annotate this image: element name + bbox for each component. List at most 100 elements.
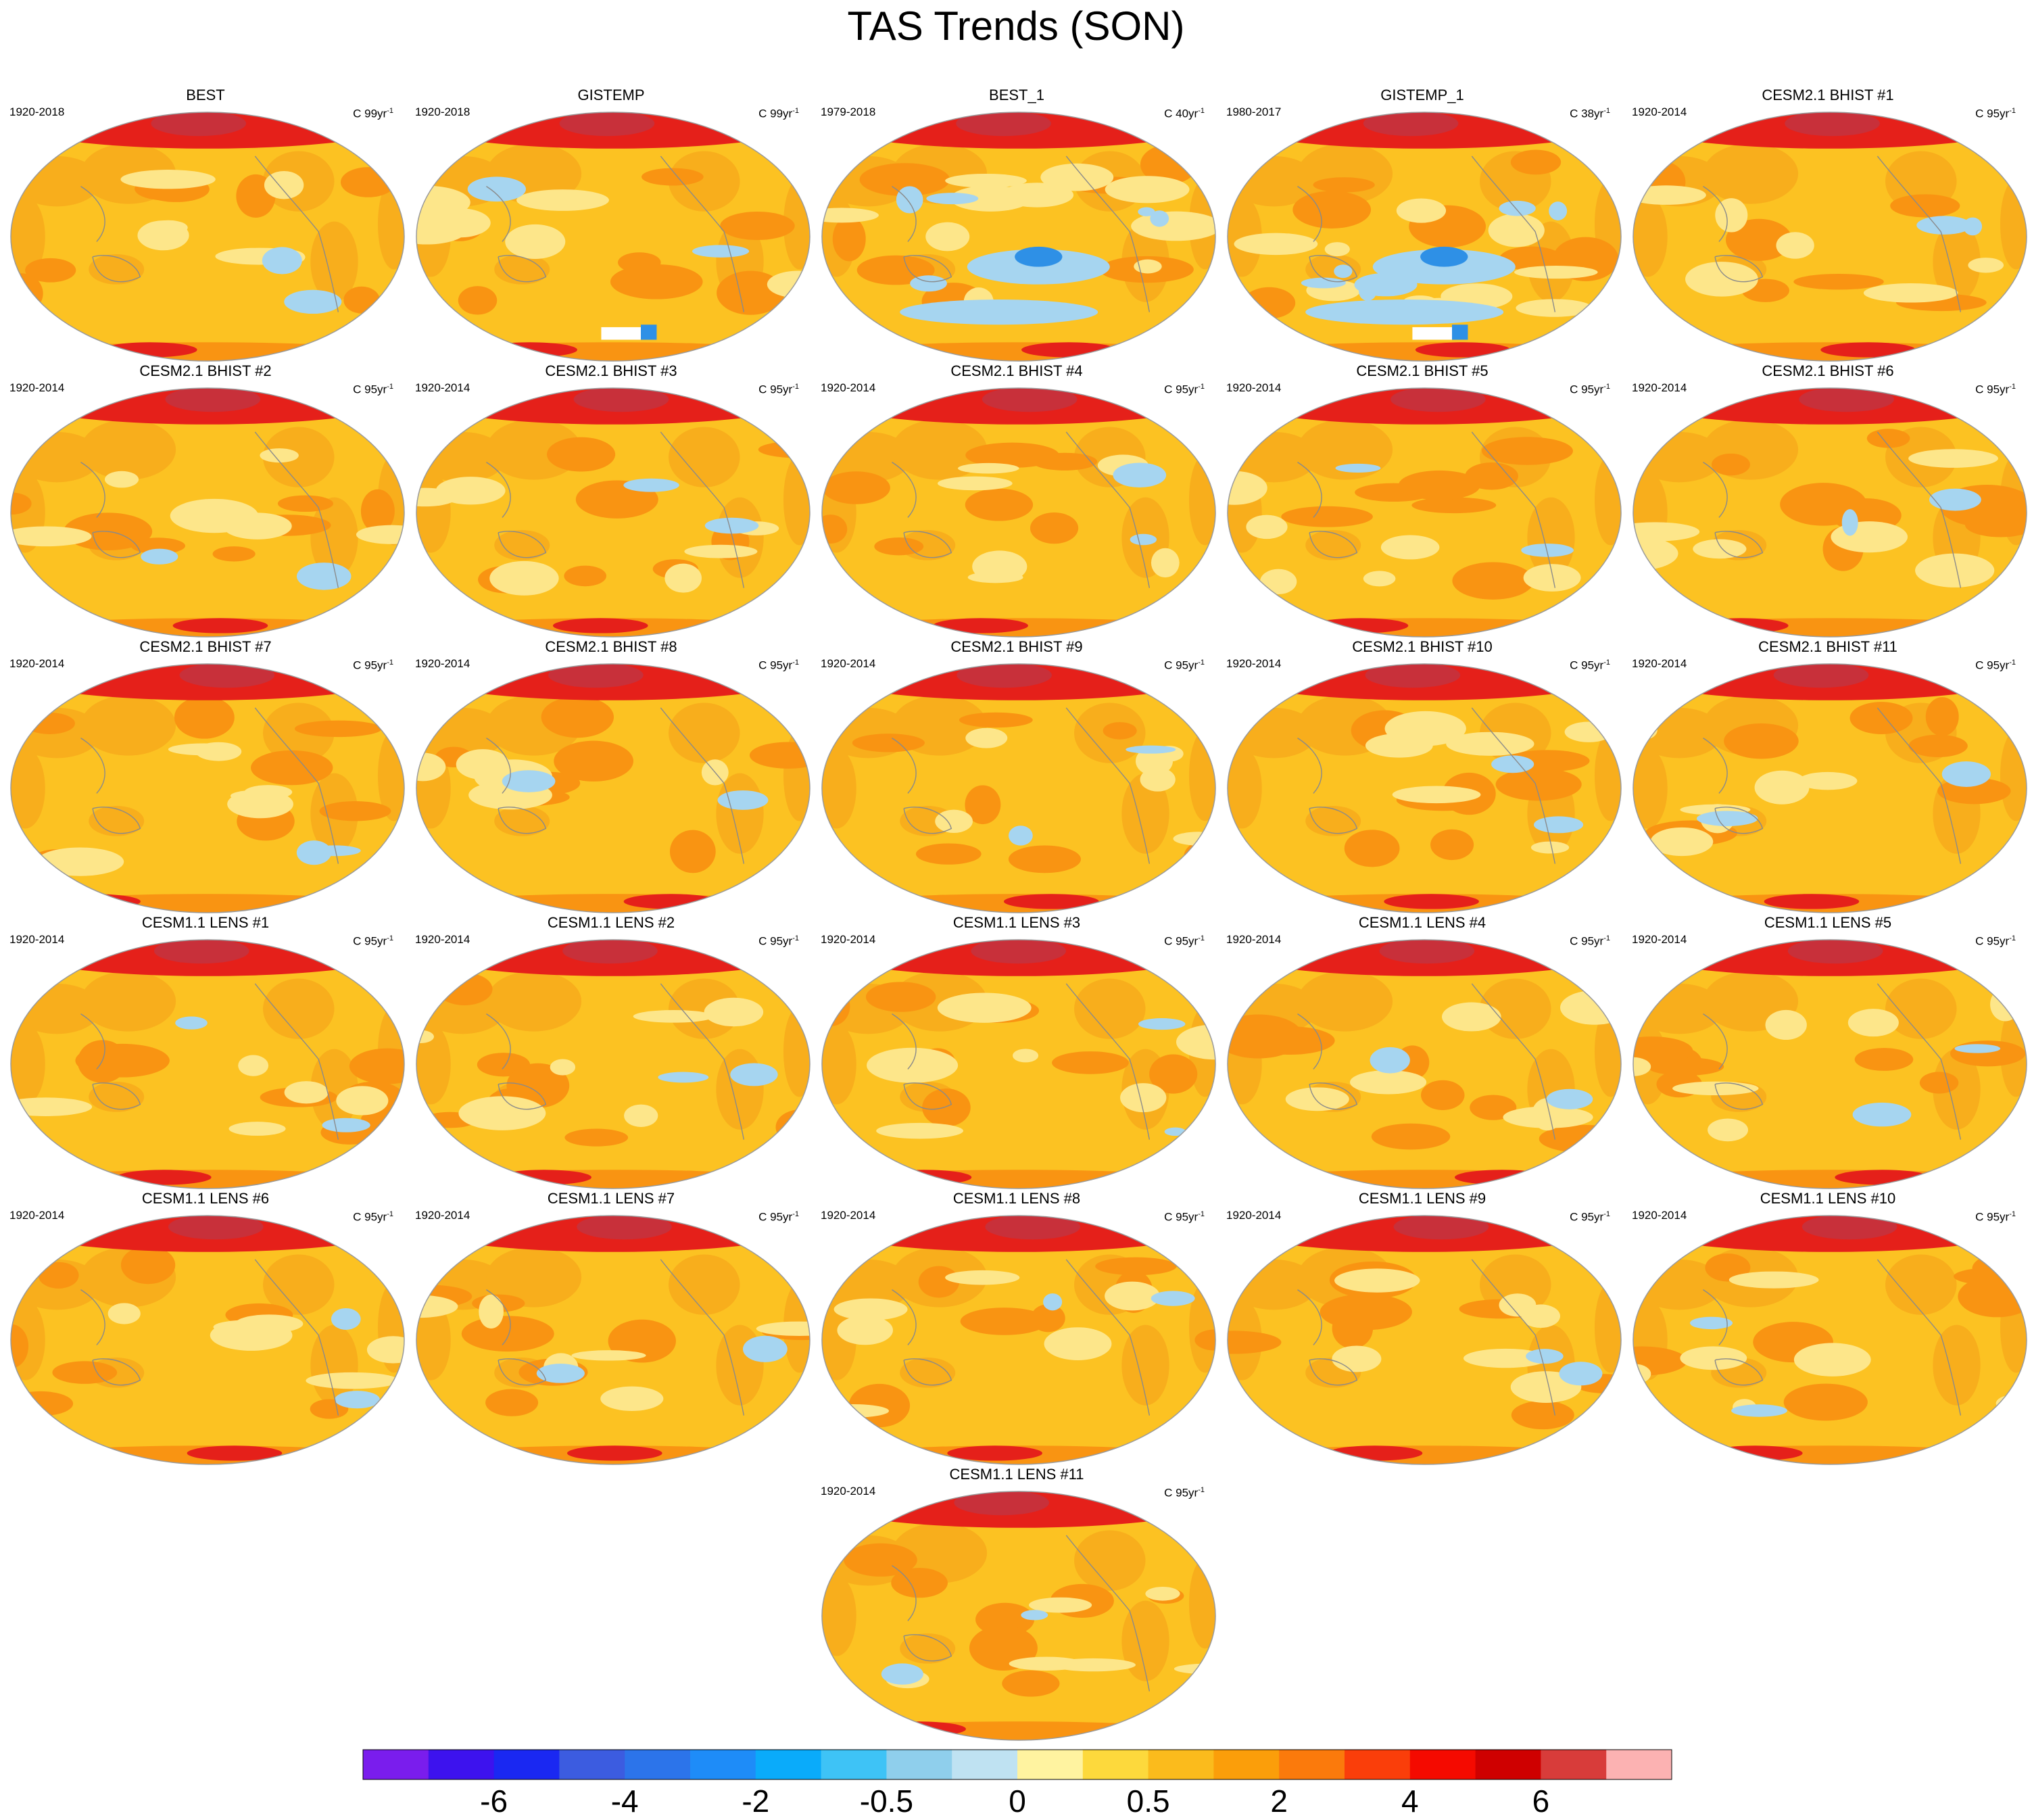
light-patch — [1793, 1343, 1871, 1376]
cool-patch — [1113, 462, 1167, 488]
antarctic-band — [1228, 1445, 1621, 1464]
warm-patch — [642, 168, 704, 186]
panel-units-exponent: -1 — [1603, 1210, 1610, 1218]
panel-period: 1920-2014 — [1632, 933, 1687, 946]
panel-period: 1920-2014 — [821, 933, 876, 946]
map-outline — [416, 939, 811, 1189]
light-patch — [756, 1321, 810, 1337]
warm-patch — [1292, 191, 1372, 229]
light-patch — [624, 1104, 658, 1127]
cool-patch — [1370, 1047, 1410, 1074]
land-australia — [900, 1358, 956, 1388]
map-field — [416, 664, 810, 913]
light-patch — [1514, 266, 1598, 279]
panel-units-text: C 95yr — [353, 934, 387, 948]
warm-patch — [11, 1391, 74, 1416]
colorbar-tick-label: 6 — [1532, 1783, 1550, 1819]
cool-patch — [1021, 1610, 1048, 1621]
antarctic-warm-spot — [1820, 342, 1916, 358]
light-patch — [168, 743, 240, 756]
light-patch — [937, 476, 1013, 491]
panel-units: C 95yr-1 — [1975, 380, 2016, 397]
map-panel: CESM1.1 LENS #9 1920-2014 C 95yr-1 — [1219, 1190, 1625, 1467]
land-south-america — [1121, 1600, 1169, 1681]
land-south-america — [1933, 1049, 1981, 1130]
map-panel: CESM2.1 BHIST #3 1920-2014 C 95yr-1 — [408, 362, 814, 640]
panel-units-text: C 95yr — [1975, 934, 2010, 948]
light-patch — [1530, 841, 1570, 854]
light-patch — [1488, 214, 1545, 247]
warm-patch — [1499, 246, 1563, 271]
light-patch — [925, 222, 970, 252]
cool-patch — [623, 478, 679, 492]
panel-units-text: C 95yr — [353, 1210, 387, 1224]
light-patch — [1349, 1070, 1427, 1095]
panel-units-text: C 38yr — [1570, 107, 1604, 120]
coastlines — [892, 983, 1151, 1140]
panel-title: CESM1.1 LENS #1 — [141, 914, 270, 931]
trend-map — [1227, 112, 1622, 362]
panel-title: CESM2.1 BHIST #8 — [545, 638, 677, 655]
warm-patch — [856, 255, 935, 285]
light-patch — [1029, 1597, 1092, 1613]
map-outline — [416, 663, 811, 913]
cool-patch — [1916, 216, 1972, 235]
warm-patch — [1866, 429, 1910, 448]
light-patch — [170, 498, 259, 533]
land-africa-west-edge — [1228, 196, 1262, 277]
light-patch — [1134, 259, 1162, 274]
panel-title: CESM2.1 BHIST #3 — [545, 362, 677, 379]
arctic-core — [151, 112, 247, 137]
light-patch — [416, 210, 469, 245]
land-asia-east — [1297, 971, 1393, 1032]
panel-units-exponent: -1 — [387, 934, 393, 942]
coastlines — [486, 431, 745, 588]
antarctic-warm-spot — [1454, 1170, 1550, 1185]
trend-map — [1227, 387, 1622, 638]
land-south-america — [1121, 773, 1169, 854]
map-panel: CESM2.1 BHIST #10 1920-2014 C 95yr-1 — [1219, 638, 1625, 915]
trend-map — [1227, 1215, 1622, 1465]
light-patch — [1151, 548, 1180, 578]
panel-units-exponent: -1 — [1603, 383, 1610, 391]
panel-units: C 95yr-1 — [353, 656, 393, 673]
land-north-america — [1074, 1530, 1146, 1591]
land-australia — [89, 806, 145, 836]
arctic-core — [971, 940, 1066, 964]
panel-period: 1920-2014 — [9, 933, 65, 946]
land-africa-west-edge — [1633, 196, 1668, 277]
light-patch — [1915, 553, 1995, 588]
colorbar-tick-label: 0.5 — [1127, 1783, 1170, 1819]
land-south-america — [716, 773, 764, 854]
light-patch — [633, 1009, 714, 1023]
colorbar-swatch — [952, 1750, 1018, 1779]
warm-patch — [75, 1043, 170, 1078]
panel-period: 1920-2014 — [1632, 381, 1687, 394]
warm-patch — [1228, 1331, 1282, 1354]
light-patch — [238, 1055, 269, 1076]
panel-units-text: C 95yr — [1164, 1486, 1199, 1500]
light-patch — [1680, 1346, 1747, 1370]
warm-patch — [1633, 1346, 1687, 1376]
map-panel: CESM2.1 BHIST #4 1920-2014 C 95yr-1 — [814, 362, 1219, 640]
cool-patch — [296, 562, 352, 590]
panel-units-text: C 95yr — [1164, 383, 1199, 396]
panel-title: CESM2.1 BHIST #1 — [1762, 87, 1894, 103]
light-patch — [264, 170, 304, 199]
arctic-core — [1801, 1216, 1897, 1240]
colorbar-swatch — [1345, 1750, 1411, 1779]
light-patch — [1446, 732, 1534, 756]
light-patch — [1396, 198, 1447, 223]
warm-patch — [120, 1245, 176, 1285]
map-field — [822, 940, 1215, 1189]
light-patch — [120, 170, 216, 189]
land-africa-west-edge — [11, 748, 45, 829]
antarctic-warm-spot — [1415, 342, 1511, 358]
colorbar-swatch — [428, 1750, 495, 1779]
coastlines — [892, 1259, 1151, 1416]
panel-units: C 38yr-1 — [1570, 104, 1610, 121]
cool-patch — [704, 517, 759, 534]
light-patch — [965, 727, 1008, 748]
coastlines — [80, 983, 339, 1140]
antarctic-warm-spot — [1384, 894, 1479, 909]
